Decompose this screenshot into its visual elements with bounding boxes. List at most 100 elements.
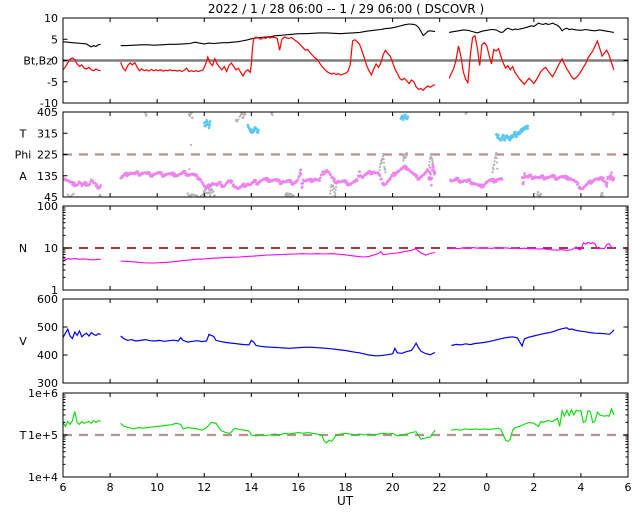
scatter-dot bbox=[601, 192, 604, 195]
scatter-dot bbox=[85, 181, 88, 185]
scatter-dot bbox=[384, 171, 387, 174]
scatter-dot bbox=[73, 182, 77, 185]
scatter-dot bbox=[318, 179, 321, 182]
scatter-dot bbox=[402, 159, 405, 162]
scatter-dot bbox=[185, 172, 188, 175]
x-tick-label: 6 bbox=[625, 481, 632, 494]
y-tick-label: 1e+6 bbox=[28, 387, 58, 400]
scatter-dot bbox=[383, 165, 386, 169]
T-angle-scatter bbox=[203, 113, 530, 142]
scatter-dot bbox=[415, 174, 419, 177]
scatter-dot bbox=[526, 127, 529, 131]
scatter-dot bbox=[99, 193, 102, 196]
y-tick-label: 500 bbox=[37, 321, 58, 334]
scatter-dot bbox=[430, 183, 433, 187]
panel-series bbox=[63, 22, 615, 92]
x-tick-label: 16 bbox=[291, 481, 305, 494]
scatter-dot bbox=[433, 171, 437, 174]
scatter-dot bbox=[432, 166, 435, 169]
scatter-dot bbox=[605, 185, 609, 188]
x-axis-title: UT bbox=[337, 494, 354, 508]
y-tick-label: 400 bbox=[37, 349, 58, 362]
panel-ylabel-speed: V bbox=[19, 335, 27, 348]
panel-density: 100 10 1 N bbox=[19, 200, 629, 297]
scatter-dot bbox=[605, 181, 609, 185]
scatter-dot bbox=[242, 116, 245, 119]
scatter-dot bbox=[610, 171, 613, 174]
scatter-dot bbox=[298, 174, 301, 178]
N-line bbox=[63, 241, 615, 264]
T-line bbox=[63, 407, 615, 444]
x-tick-label: 0 bbox=[483, 481, 490, 494]
scatter-dot bbox=[197, 176, 200, 179]
scatter-dot bbox=[208, 120, 212, 123]
scatter-dot bbox=[232, 183, 235, 186]
scatter-dot bbox=[358, 170, 361, 173]
scatter-dot bbox=[220, 183, 224, 186]
scatter-dot bbox=[331, 188, 334, 191]
x-tick-label: 8 bbox=[107, 481, 114, 494]
y-tick-label: 100 bbox=[37, 200, 58, 213]
scatter-dot bbox=[219, 180, 222, 184]
scatter-dot bbox=[267, 178, 271, 181]
panel-series bbox=[63, 407, 615, 444]
scatter-dot bbox=[384, 168, 387, 171]
y-tick-label: 0 bbox=[51, 55, 58, 68]
scatter-dot bbox=[523, 172, 526, 175]
scatter-dot bbox=[148, 171, 151, 174]
scatter-dot bbox=[334, 188, 337, 191]
scatter-dot bbox=[145, 113, 148, 116]
scatter-dot bbox=[333, 190, 336, 194]
scatter-dot bbox=[389, 175, 393, 179]
scatter-dot bbox=[491, 171, 494, 174]
scatter-dot bbox=[578, 185, 581, 189]
x-tick-label: 18 bbox=[339, 481, 353, 494]
scatter-dot bbox=[494, 153, 497, 156]
scatter-dot bbox=[301, 182, 305, 185]
scatter-dot bbox=[333, 177, 336, 181]
scatter-dot bbox=[88, 182, 91, 186]
scatter-dot bbox=[403, 153, 406, 156]
scatter-dot bbox=[428, 160, 431, 163]
scatter-dot bbox=[335, 185, 338, 188]
scatter-dot bbox=[230, 180, 234, 183]
scatter-dot bbox=[207, 126, 211, 130]
panel-left-label-t: T bbox=[19, 127, 27, 140]
scatter-dot bbox=[378, 174, 382, 177]
scatter-dot bbox=[208, 124, 211, 127]
scatter-dot bbox=[356, 179, 359, 182]
y-tick-label: 600 bbox=[37, 293, 58, 306]
x-tick-label: 2 bbox=[530, 481, 537, 494]
scatter-dot bbox=[136, 170, 140, 173]
scatter-dot bbox=[495, 151, 498, 154]
scatter-dot bbox=[277, 178, 281, 182]
scatter-dot bbox=[612, 177, 616, 180]
scatter-dot bbox=[186, 192, 189, 195]
scatter-dot bbox=[609, 178, 612, 181]
scatter-dot bbox=[430, 168, 434, 172]
y-tick-label: 405 bbox=[37, 106, 58, 119]
scatter-dot bbox=[292, 194, 295, 197]
scatter-dot bbox=[209, 194, 212, 197]
panel-series bbox=[63, 112, 616, 197]
scatter-dot bbox=[429, 166, 432, 169]
scatter-dot bbox=[541, 174, 545, 177]
scatter-dot bbox=[431, 158, 434, 161]
scatter-dot bbox=[526, 124, 530, 128]
scatter-dot bbox=[427, 178, 431, 181]
scatter-dot bbox=[199, 178, 202, 181]
scatter-dot bbox=[345, 179, 348, 183]
scatter-dot bbox=[76, 183, 80, 187]
scatter-dot bbox=[257, 128, 260, 132]
scatter-dot bbox=[539, 192, 543, 195]
scatter-dot bbox=[329, 173, 332, 177]
x-tick-label: 22 bbox=[433, 481, 447, 494]
scatter-dot bbox=[144, 112, 147, 115]
panel-frame bbox=[62, 298, 629, 384]
panel-series bbox=[63, 327, 615, 357]
scatter-dot bbox=[191, 116, 194, 119]
scatter-dot bbox=[430, 152, 433, 155]
scatter-dot bbox=[575, 180, 578, 183]
scatter-dot bbox=[382, 152, 385, 155]
